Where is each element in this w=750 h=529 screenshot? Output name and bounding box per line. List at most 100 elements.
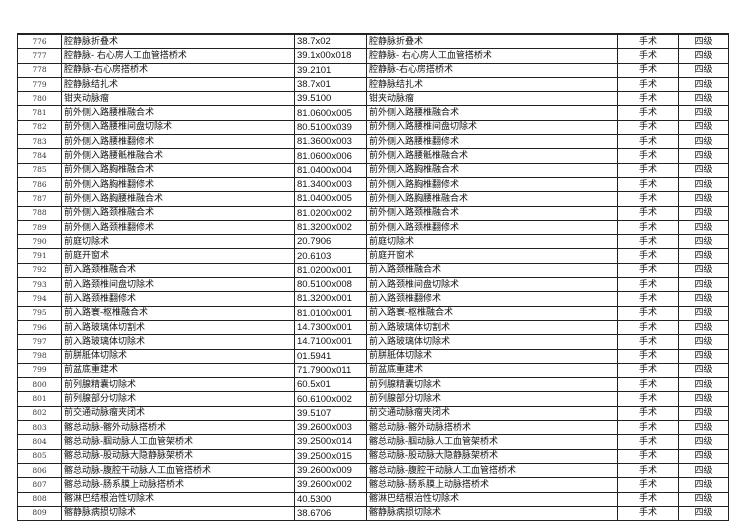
procedure-name-cell: 前外侧入路颈椎融合术 <box>61 205 295 221</box>
row-number-cell: 789 <box>17 219 62 236</box>
table-row: 790 前庭切除术 20.7906 前庭切除术 手术 四级 <box>17 234 729 250</box>
procedure-name-cell: 髂总动脉-腹腔干动脉人工血管搭桥术 <box>61 462 295 479</box>
row-number-cell: 798 <box>17 348 62 364</box>
procedure-name-cell: 髂淋巴结根治性切除术 <box>61 491 295 507</box>
procedure-code-cell: 81.0600x005 <box>294 105 367 121</box>
procedure-name-2-cell: 前列腺部分切除术 <box>366 391 618 407</box>
level-cell: 四级 <box>678 377 729 393</box>
table-row: 779 腔静脉结扎术 38.7x01 腔静脉结扎术 手术 四级 <box>17 76 729 93</box>
procedure-name-2-cell: 前庭切除术 <box>366 234 618 250</box>
row-number-cell: 780 <box>17 91 62 107</box>
procedure-code-cell: 81.0200x002 <box>294 205 367 221</box>
row-number-cell: 807 <box>17 477 62 493</box>
row-number-cell: 802 <box>17 405 62 422</box>
row-number-cell: 787 <box>17 191 62 207</box>
table-row: 808 髂淋巴结根治性切除术 40.5300 髂淋巴结根治性切除术 手术 四级 <box>17 491 729 507</box>
procedure-name-cell: 前外侧入路胸腰椎融合术 <box>61 191 295 207</box>
procedure-name-cell: 髂总动脉-腘动脉人工血管架桥术 <box>61 434 295 450</box>
row-number-cell: 788 <box>17 205 62 221</box>
procedure-name-cell: 髂总动脉-髂外动脉搭桥术 <box>61 420 295 436</box>
procedure-name-cell: 腔静脉-右心房搭桥术 <box>61 62 295 78</box>
row-number-cell: 801 <box>17 391 62 407</box>
level-cell: 四级 <box>678 248 729 264</box>
category-cell: 手术 <box>617 448 679 464</box>
row-number-cell: 808 <box>17 491 62 507</box>
table-row: 778 腔静脉-右心房搭桥术 39.2101 腔静脉-右心房搭桥术 手术 四级 <box>17 62 729 78</box>
category-cell: 手术 <box>617 305 679 321</box>
procedure-code-cell: 39.5107 <box>294 405 367 422</box>
level-cell: 四级 <box>678 205 729 221</box>
procedure-code-cell: 81.0100x001 <box>294 305 367 321</box>
procedure-name-cell: 前入路颈椎间盘切除术 <box>61 277 295 293</box>
level-cell: 四级 <box>678 305 729 321</box>
table-body: 776 腔静脉折叠术 38.7x02 腔静脉折叠术 手术 四级 777 腔静脉- 右心房人工血… <box>17 33 729 522</box>
category-cell: 手术 <box>617 33 679 50</box>
table-row: 782 前外侧入路腰椎间盘切除术 80.5100x039 前外侧入路腰椎间盘切除术 手术… <box>17 119 729 136</box>
table-row: 789 前外侧入路颈椎翻修术 81.3200x002 前外侧入路颈椎翻修术 手术 四级 <box>17 219 729 236</box>
category-cell: 手术 <box>617 291 679 307</box>
procedure-table: 776 腔静脉折叠术 38.7x02 腔静脉折叠术 手术 四级 777 腔静脉- 右心房人工血… <box>17 33 729 522</box>
table-row: 802 前交通动脉瘤夹闭术 39.5107 前交通动脉瘤夹闭术 手术 四级 <box>17 405 729 422</box>
row-number-cell: 783 <box>17 134 62 150</box>
level-cell: 四级 <box>678 348 729 364</box>
procedure-name-cell: 前外侧入路颈椎翻修术 <box>61 219 295 236</box>
level-cell: 四级 <box>678 91 729 107</box>
row-number-cell: 806 <box>17 462 62 479</box>
row-number-cell: 777 <box>17 48 62 64</box>
procedure-name-2-cell: 前外侧入路腰椎翻修术 <box>366 134 618 150</box>
row-number-cell: 781 <box>17 105 62 121</box>
procedure-code-cell: 01.5941 <box>294 348 367 364</box>
procedure-code-cell: 39.2500x014 <box>294 434 367 450</box>
category-cell: 手术 <box>617 248 679 264</box>
row-number-cell: 778 <box>17 62 62 78</box>
procedure-name-cell: 前盆底重建术 <box>61 362 295 379</box>
row-number-cell: 800 <box>17 377 62 393</box>
procedure-name-cell: 钳夹动脉瘤 <box>61 91 295 107</box>
level-cell: 四级 <box>678 105 729 121</box>
procedure-name-2-cell: 前外侧入路胸腰椎融合术 <box>366 191 618 207</box>
row-number-cell: 790 <box>17 234 62 250</box>
procedure-name-cell: 腔静脉折叠术 <box>61 33 295 50</box>
procedure-code-cell: 60.5x01 <box>294 377 367 393</box>
level-cell: 四级 <box>678 291 729 307</box>
procedure-code-cell: 81.0200x001 <box>294 262 367 279</box>
category-cell: 手术 <box>617 148 679 164</box>
procedure-code-cell: 38.7x01 <box>294 76 367 93</box>
table-row: 798 前胼胝体切除术 01.5941 前胼胝体切除术 手术 四级 <box>17 348 729 364</box>
procedure-name-2-cell: 前外侧入路胸椎翻修术 <box>366 176 618 193</box>
row-number-cell: 805 <box>17 448 62 464</box>
procedure-name-2-cell: 髂总动脉-腹腔干动脉人工血管搭桥术 <box>366 462 618 479</box>
level-cell: 四级 <box>678 405 729 422</box>
category-cell: 手术 <box>617 434 679 450</box>
table-row: 805 髂总动脉-股动脉大隐静脉架桥术 39.2500x015 髂总动脉-股动脉大隐静… <box>17 448 729 464</box>
category-cell: 手术 <box>617 105 679 121</box>
table-row: 801 前列腺部分切除术 60.6100x002 前列腺部分切除术 手术 四级 <box>17 391 729 407</box>
category-cell: 手术 <box>617 91 679 107</box>
procedure-name-2-cell: 前盆底重建术 <box>366 362 618 379</box>
table-row: 795 前入路寰-枢椎融合术 81.0100x001 前入路寰-枢椎融合术 手术 四级 <box>17 305 729 321</box>
table-row: 806 髂总动脉-腹腔干动脉人工血管搭桥术 39.2600x009 髂总动脉-腹腔干动… <box>17 462 729 479</box>
level-cell: 四级 <box>678 462 729 479</box>
procedure-name-2-cell: 前庭开窗术 <box>366 248 618 264</box>
procedure-code-cell: 39.2600x003 <box>294 420 367 436</box>
category-cell: 手术 <box>617 62 679 78</box>
category-cell: 手术 <box>617 477 679 493</box>
procedure-code-cell: 60.6100x002 <box>294 391 367 407</box>
level-cell: 四级 <box>678 234 729 250</box>
procedure-name-2-cell: 前入路玻璃体切除术 <box>366 334 618 350</box>
procedure-name-cell: 前庭开窗术 <box>61 248 295 264</box>
table-row: 803 髂总动脉-髂外动脉搭桥术 39.2600x003 髂总动脉-髂外动脉搭桥术 手术… <box>17 420 729 436</box>
procedure-name-2-cell: 前胼胝体切除术 <box>366 348 618 364</box>
table-row: 807 髂总动脉-肠系膜上动脉搭桥术 39.2600x002 髂总动脉-肠系膜上动脉搭… <box>17 477 729 493</box>
row-number-cell: 796 <box>17 319 62 336</box>
table-row: 776 腔静脉折叠术 38.7x02 腔静脉折叠术 手术 四级 <box>17 33 729 50</box>
level-cell: 四级 <box>678 277 729 293</box>
category-cell: 手术 <box>617 505 679 522</box>
row-number-cell: 809 <box>17 505 62 522</box>
procedure-name-2-cell: 前入路寰-枢椎融合术 <box>366 305 618 321</box>
procedure-code-cell: 14.7300x001 <box>294 319 367 336</box>
procedure-name-2-cell: 髂总动脉-肠系膜上动脉搭桥术 <box>366 477 618 493</box>
procedure-name-2-cell: 腔静脉结扎术 <box>366 76 618 93</box>
category-cell: 手术 <box>617 219 679 236</box>
procedure-name-2-cell: 前外侧入路颈椎翻修术 <box>366 219 618 236</box>
